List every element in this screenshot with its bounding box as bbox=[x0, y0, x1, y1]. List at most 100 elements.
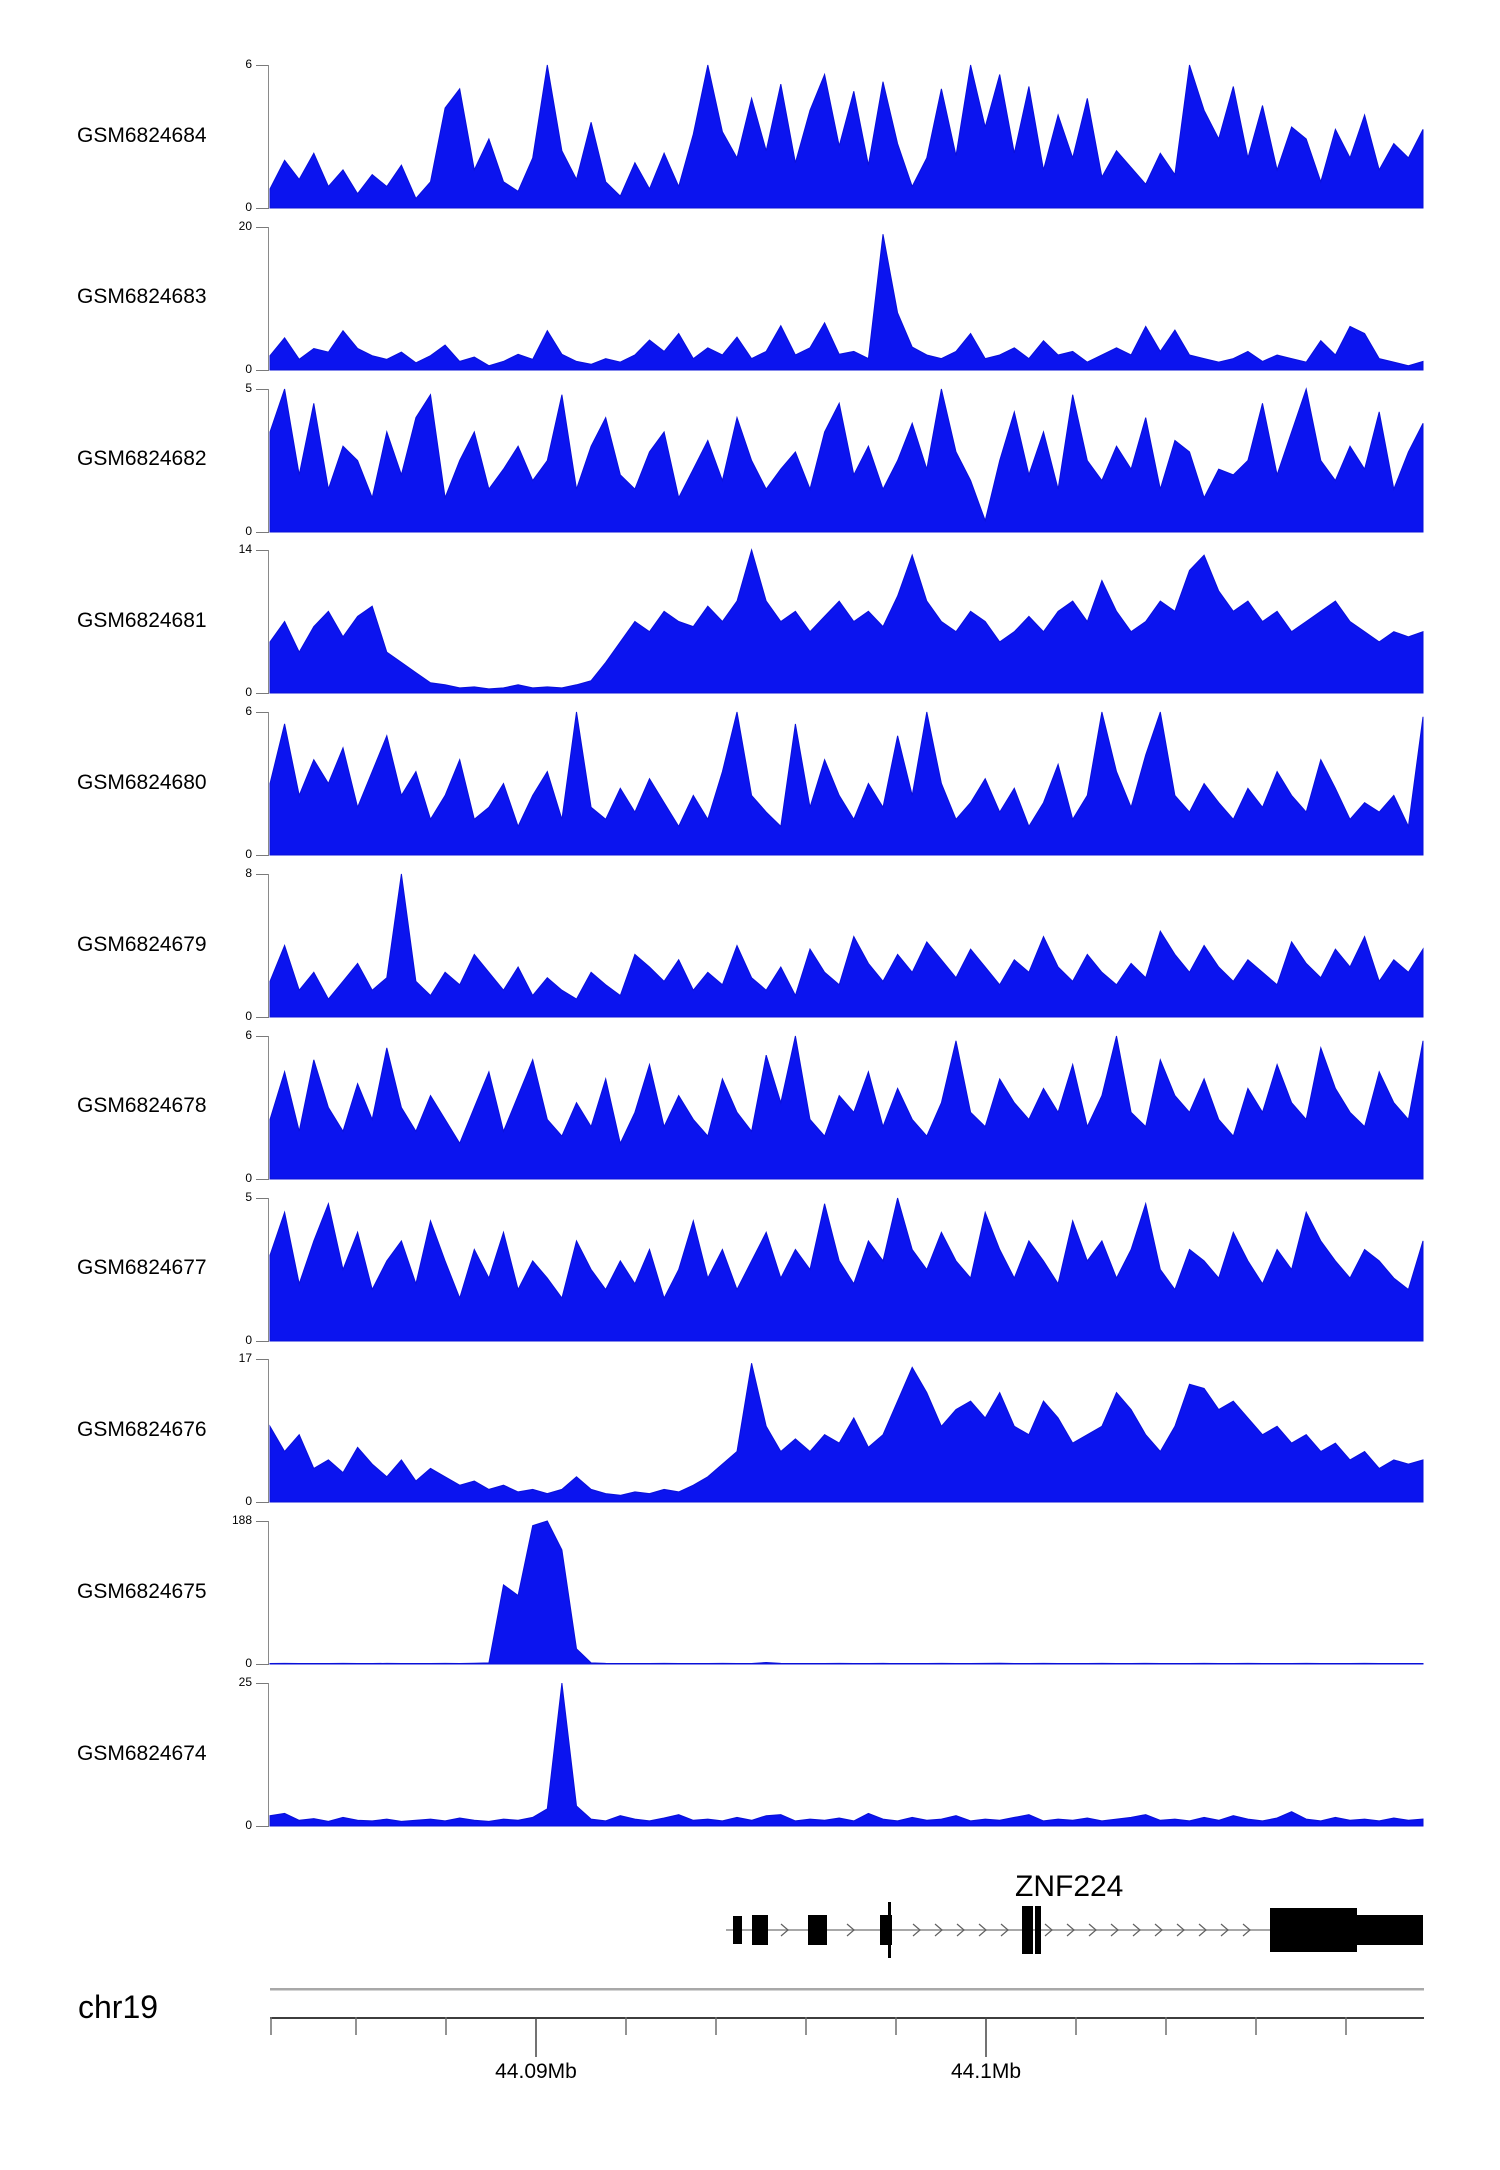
track-ymin-tick bbox=[256, 369, 269, 371]
track-y-axis-line bbox=[268, 712, 269, 856]
coverage-area-plot bbox=[269, 1035, 1424, 1180]
track-ymin-label: 0 bbox=[245, 361, 252, 376]
track-ymax-label: 188 bbox=[231, 1513, 252, 1528]
track-label: GSM6824684 bbox=[77, 123, 207, 147]
gene-exon bbox=[733, 1916, 742, 1944]
track-ymin-label: 0 bbox=[245, 847, 252, 862]
track-label: GSM6824676 bbox=[77, 1417, 207, 1441]
track-label: GSM6824674 bbox=[77, 1741, 207, 1765]
track-ymin-tick bbox=[256, 1178, 269, 1180]
track-y-axis-line bbox=[268, 1035, 269, 1179]
track-ymax-label: 6 bbox=[245, 57, 252, 71]
track-label: GSM6824678 bbox=[77, 1094, 207, 1118]
track-ymax-tick bbox=[256, 388, 269, 390]
coverage-signal bbox=[269, 1197, 1424, 1342]
track-label: GSM6824682 bbox=[77, 447, 207, 471]
track-y-axis-line bbox=[268, 874, 269, 1017]
track-ymax-label: 25 bbox=[238, 1675, 252, 1689]
track-ymax-label: 6 bbox=[245, 704, 252, 719]
gene-and-axis-layer: ZNF224 44.09Mb 44.1Mb chr19 bbox=[78, 1870, 1424, 2083]
track-label: GSM6824677 bbox=[77, 1256, 207, 1280]
strand-arrow-icon bbox=[1176, 1923, 1185, 1937]
track-label: GSM6824681 bbox=[77, 608, 207, 632]
track-y-axis-line bbox=[268, 1359, 269, 1503]
axis-range-line bbox=[270, 1988, 1424, 1991]
strand-arrow-icon bbox=[956, 1923, 965, 1937]
track-label: GSM6824675 bbox=[77, 1579, 207, 1603]
track-ymin-label: 0 bbox=[245, 1656, 252, 1671]
track-ymax-tick bbox=[256, 712, 269, 714]
gene-exon bbox=[1022, 1906, 1033, 1954]
strand-arrow-icon bbox=[1110, 1923, 1119, 1937]
track-ymin-tick bbox=[256, 1502, 269, 1504]
coverage-signal bbox=[269, 233, 1424, 371]
coverage-signal bbox=[269, 64, 1424, 209]
coverage-signal bbox=[269, 1035, 1424, 1180]
track-y-axis-line bbox=[268, 226, 269, 370]
coverage-signal bbox=[269, 548, 1424, 694]
track-ymax-label: 5 bbox=[245, 380, 252, 395]
track-y-axis-line bbox=[268, 65, 269, 208]
track-ymin-tick bbox=[256, 1664, 269, 1666]
axis-coordinate-label: 44.1Mb bbox=[951, 2060, 1021, 2083]
track-ymin-tick bbox=[256, 1340, 269, 1342]
strand-arrow-icon bbox=[1088, 1923, 1097, 1937]
track-ymin-tick bbox=[256, 693, 269, 695]
strand-arrow-icon bbox=[934, 1923, 943, 1937]
track-ymax-label: 20 bbox=[238, 218, 252, 233]
track-ymin-label: 0 bbox=[245, 1818, 252, 1832]
gene-exon bbox=[1035, 1906, 1041, 1954]
strand-arrow-icon bbox=[1132, 1923, 1141, 1937]
coverage-area-plot bbox=[269, 1197, 1424, 1342]
track-ymax-tick bbox=[256, 1521, 269, 1523]
track-ymax-tick bbox=[256, 874, 269, 875]
track-y-axis-line bbox=[268, 1197, 269, 1341]
track-y-axis-line bbox=[268, 1683, 269, 1826]
strand-arrow-icon bbox=[846, 1923, 855, 1937]
track-ymax-label: 17 bbox=[238, 1351, 252, 1366]
coverage-signal bbox=[269, 1520, 1424, 1665]
coverage-area-plot bbox=[269, 1520, 1424, 1665]
strand-arrow-icon bbox=[912, 1923, 921, 1937]
track-ymax-tick bbox=[256, 1359, 269, 1361]
gene-exon bbox=[808, 1915, 827, 1945]
track-ymax-label: 6 bbox=[245, 1027, 252, 1042]
track-ymin-label: 0 bbox=[245, 1332, 252, 1347]
track-ymax-tick bbox=[256, 65, 269, 66]
gene-exon bbox=[888, 1902, 891, 1958]
strand-arrow-icon bbox=[1198, 1923, 1207, 1937]
track-ymin-tick bbox=[256, 208, 269, 209]
strand-arrow-icon bbox=[1154, 1923, 1163, 1937]
chromosome-label: chr19 bbox=[78, 1989, 158, 2025]
track-ymax-label: 5 bbox=[245, 1189, 252, 1204]
coverage-signal bbox=[269, 873, 1424, 1018]
track-ymin-label: 0 bbox=[245, 200, 252, 214]
coverage-area-plot bbox=[269, 712, 1424, 856]
track-ymax-label: 8 bbox=[245, 866, 252, 880]
track-ymin-label: 0 bbox=[245, 685, 252, 700]
track-ymax-tick bbox=[256, 1197, 269, 1199]
track-label: GSM6824679 bbox=[77, 932, 207, 956]
strand-arrow-icon bbox=[1066, 1923, 1075, 1937]
track-y-axis-line bbox=[268, 550, 269, 694]
coverage-area-plot bbox=[269, 64, 1424, 209]
track-ymax-label: 14 bbox=[238, 542, 252, 557]
coverage-area-plot bbox=[269, 548, 1424, 694]
coverage-signal bbox=[269, 386, 1424, 533]
coverage-area-plot bbox=[269, 1363, 1424, 1503]
gene-exon bbox=[1270, 1908, 1357, 1952]
track-ymin-tick bbox=[256, 855, 269, 857]
strand-arrow-icon bbox=[1220, 1923, 1229, 1937]
track-ymin-tick bbox=[256, 531, 269, 533]
axis-coordinate-label: 44.09Mb bbox=[495, 2060, 577, 2083]
coverage-signal bbox=[269, 1682, 1424, 1827]
strand-arrow-icon bbox=[1044, 1923, 1053, 1937]
coverage-area-plot bbox=[269, 386, 1424, 533]
coverage-area-plot bbox=[269, 873, 1424, 1018]
track-ymin-label: 0 bbox=[245, 1170, 252, 1185]
gene-exon bbox=[1357, 1915, 1423, 1945]
strand-arrow-icon bbox=[1000, 1923, 1009, 1937]
track-ymax-tick bbox=[256, 550, 269, 552]
track-ymin-tick bbox=[256, 1826, 269, 1827]
